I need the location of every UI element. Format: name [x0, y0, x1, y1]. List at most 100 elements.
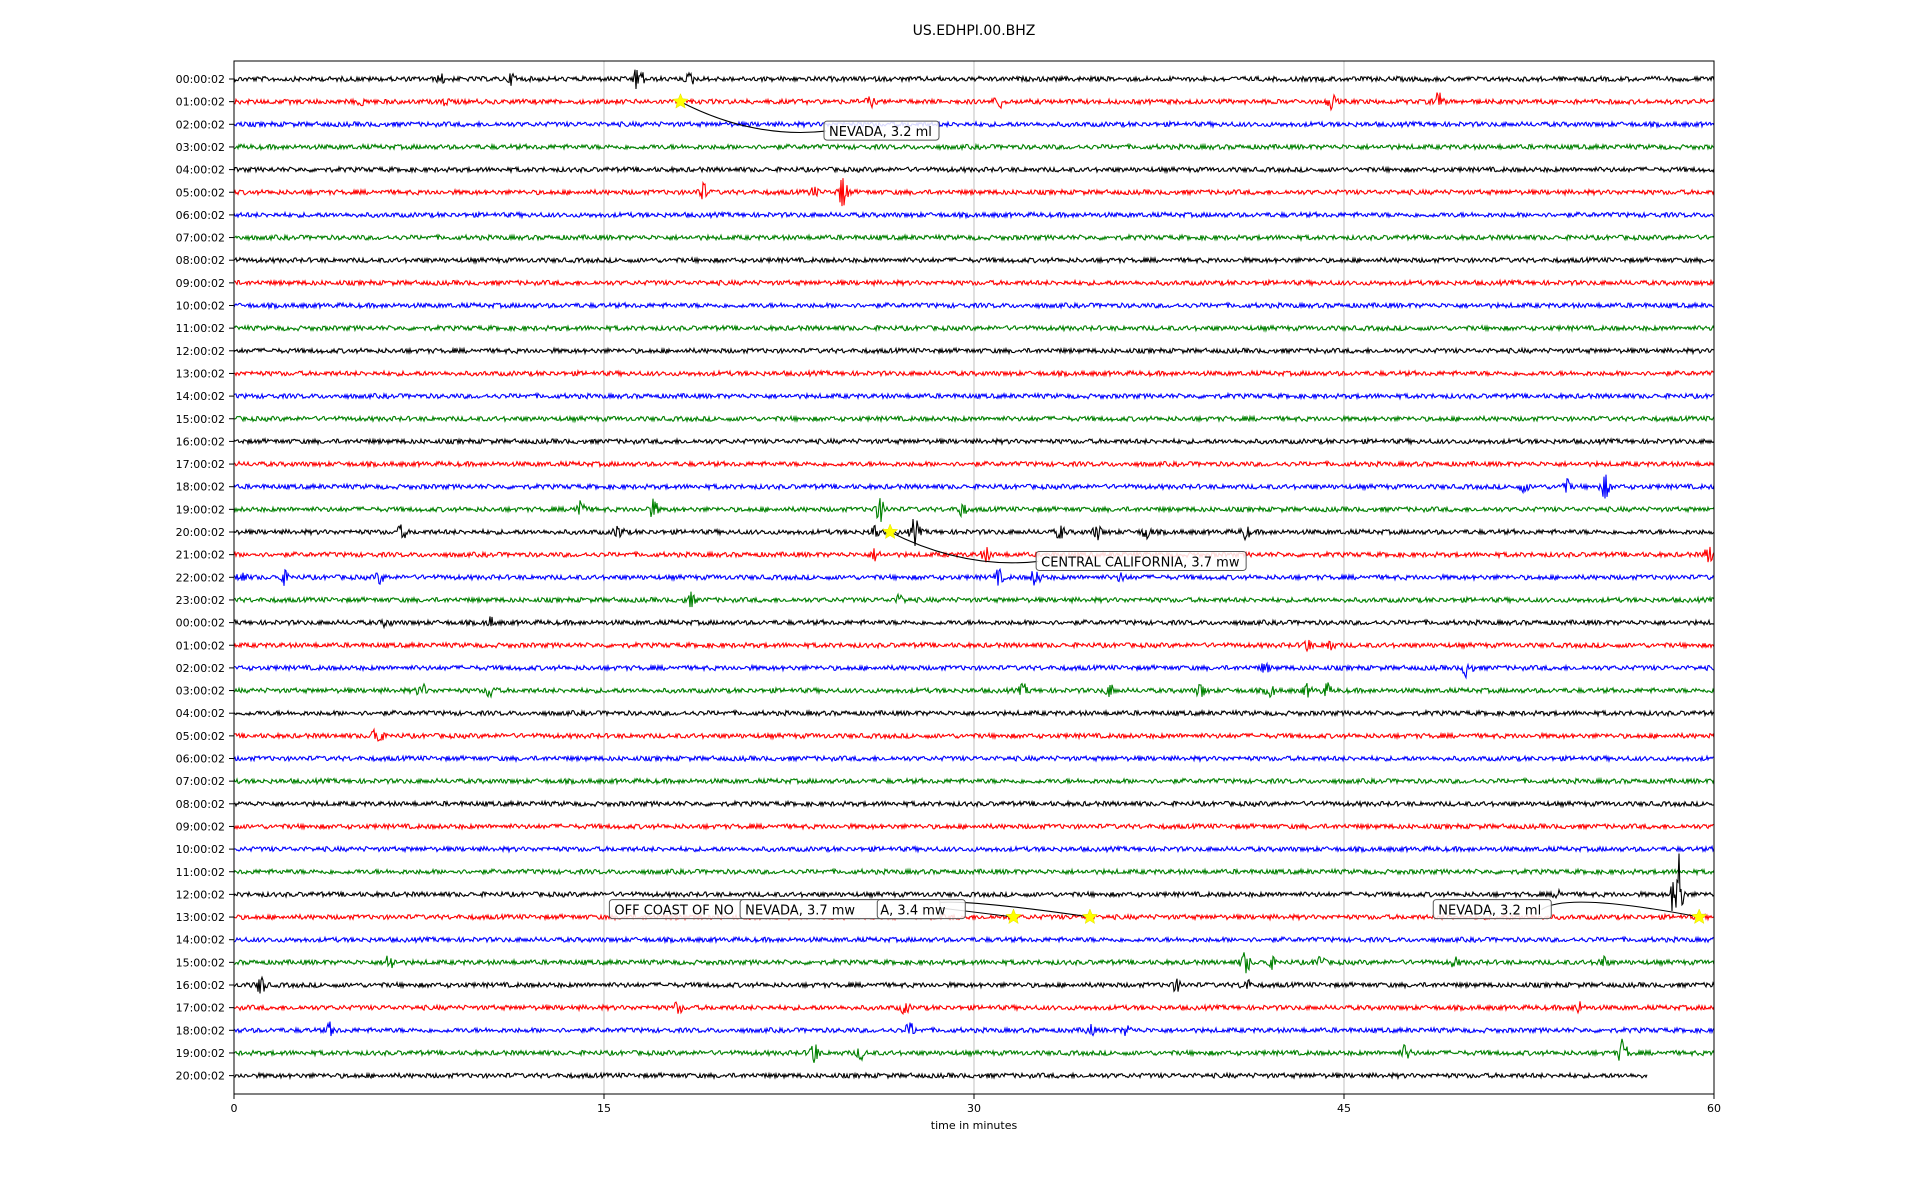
trace-row — [233, 178, 1715, 207]
event-star-marker — [1081, 908, 1099, 925]
trace-row — [233, 414, 1715, 424]
trace-row — [233, 92, 1715, 112]
trace-row — [233, 69, 1715, 90]
row-time-label: 11:00:02 — [176, 866, 225, 879]
x-tick-label: 15 — [597, 1102, 611, 1115]
row-time-label: 09:00:02 — [176, 820, 225, 833]
trace-row — [233, 210, 1715, 220]
trace-row — [233, 165, 1715, 175]
row-time-label: 01:00:02 — [176, 639, 225, 652]
trace-row — [233, 853, 1715, 912]
trace-row — [233, 844, 1715, 854]
row-time-label: 19:00:02 — [176, 503, 225, 516]
event-label: CENTRAL CALIFORNIA, 3.7 mw — [1041, 555, 1240, 570]
row-time-label: 04:00:02 — [176, 164, 225, 177]
row-time-label: 08:00:02 — [176, 798, 225, 811]
event-connector — [889, 531, 1039, 564]
row-time-label: 02:00:02 — [176, 118, 225, 131]
row-time-label: 17:00:02 — [176, 1002, 225, 1015]
row-time-label: 09:00:02 — [176, 277, 225, 290]
trace-row — [233, 233, 1715, 243]
trace-row — [233, 867, 1715, 877]
x-axis-ticks: 0 15 30 45 60 — [231, 1094, 1721, 1115]
x-tick-label: 0 — [231, 1102, 238, 1115]
x-tick-label: 60 — [1707, 1102, 1721, 1115]
event-annotations: NEVADA, 3.2 ml CENTRAL CALIFORNIA, 3.7 mw… — [608, 93, 1708, 925]
row-time-label: 23:00:02 — [176, 594, 225, 607]
row-time-label: 20:00:02 — [176, 526, 225, 539]
row-time-label: 03:00:02 — [176, 141, 225, 154]
row-time-label: 08:00:02 — [176, 254, 225, 267]
trace-row — [233, 474, 1715, 499]
x-axis-label: time in minutes — [931, 1119, 1018, 1132]
trace-row — [233, 639, 1715, 653]
trace-row — [233, 1038, 1715, 1063]
event-star-marker — [1690, 908, 1708, 925]
row-time-label: 17:00:02 — [176, 458, 225, 471]
trace-row — [233, 369, 1715, 378]
row-time-label: 00:00:02 — [176, 617, 225, 630]
trace-row — [233, 616, 1715, 630]
row-time-label: 00:00:02 — [176, 73, 225, 86]
row-time-label: 14:00:02 — [176, 934, 225, 947]
trace-row — [233, 546, 1715, 563]
row-time-label: 18:00:02 — [176, 481, 225, 494]
event-label-box — [876, 899, 966, 920]
row-time-label: 12:00:02 — [176, 345, 225, 358]
trace-row — [233, 519, 1715, 546]
row-time-label: 18:00:02 — [176, 1024, 225, 1037]
row-time-label: 07:00:02 — [176, 775, 225, 788]
trace-row — [233, 591, 1715, 608]
trace-row — [233, 567, 1715, 586]
row-time-label: 16:00:02 — [176, 435, 225, 448]
event-star-marker — [881, 523, 899, 540]
row-time-label: 22:00:02 — [176, 571, 225, 584]
event-label-box — [823, 120, 940, 141]
trace-row — [233, 278, 1715, 288]
trace-row — [233, 323, 1715, 333]
row-time-label: 05:00:02 — [176, 730, 225, 743]
event-connector — [680, 101, 827, 134]
trace-row — [233, 661, 1715, 680]
trace-row — [233, 1071, 1648, 1081]
row-time-label: 10:00:02 — [176, 843, 225, 856]
row-time-label: 13:00:02 — [176, 911, 225, 924]
row-time-label: 21:00:02 — [176, 549, 225, 562]
trace-row — [233, 799, 1715, 809]
trace-row — [233, 255, 1714, 265]
x-tick-label: 30 — [967, 1102, 981, 1115]
event-label: OFF COAST OF NO — [614, 904, 733, 919]
trace-row — [233, 120, 1715, 129]
row-time-label: 01:00:02 — [176, 96, 225, 109]
event-label: NEVADA, 3.7 mw — [745, 904, 855, 919]
x-tick-label: 45 — [1337, 1102, 1351, 1115]
row-time-label: 20:00:02 — [176, 1070, 225, 1083]
row-time-label: 10:00:02 — [176, 300, 225, 313]
row-time-label: 05:00:02 — [176, 186, 225, 199]
event-label-box — [1035, 550, 1247, 571]
event-label-box — [1432, 899, 1552, 920]
event-label: NEVADA, 3.2 ml — [1438, 904, 1541, 919]
trace-row — [233, 437, 1715, 446]
event-star-marker — [672, 93, 689, 109]
event-star-marker — [1005, 908, 1022, 925]
chart-title: US.EDHPI.00.BHZ — [913, 23, 1036, 39]
row-time-label: 06:00:02 — [176, 753, 225, 766]
trace-row — [233, 776, 1715, 786]
row-time-label: 19:00:02 — [176, 1047, 225, 1060]
trace-row — [233, 754, 1715, 764]
trace-row — [233, 391, 1715, 401]
trace-row — [233, 346, 1715, 356]
row-time-label: 15:00:02 — [176, 413, 225, 426]
row-time-labels: 00:00:02 01:00:02 02:00:02 03:00:02 04:00:02… — [176, 73, 234, 1083]
occluded-label-fragment: A, 3.4 mw — [880, 904, 946, 919]
row-time-label: 13:00:02 — [176, 367, 225, 380]
row-time-label: 15:00:02 — [176, 956, 225, 969]
trace-row — [233, 708, 1715, 718]
event-label: NEVADA, 3.2 ml — [829, 125, 932, 140]
row-time-label: 14:00:02 — [176, 390, 225, 403]
row-time-label: 03:00:02 — [176, 685, 225, 698]
trace-row — [233, 952, 1715, 974]
trace-row — [233, 142, 1715, 152]
